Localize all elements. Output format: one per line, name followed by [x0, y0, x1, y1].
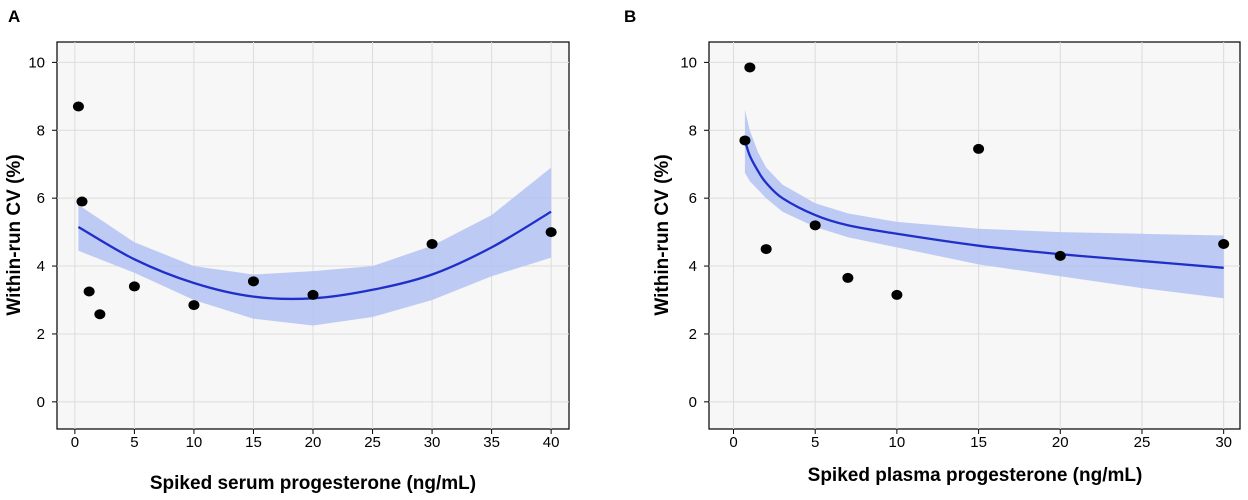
panel-b: B 0 5 10 15 20 25 30 0 2 4 6 8 10 Spiked plasma pro…	[624, 7, 1241, 486]
panel-a-x-tick-label: 30	[424, 434, 441, 451]
panel-b-y-tick-label: 10	[680, 54, 697, 71]
panel-b-points	[739, 62, 1230, 300]
panel-a-x-tick-label: 25	[364, 434, 381, 451]
panel-a-y-axis-title: Within-run CV (%)	[4, 154, 25, 315]
panel-a-y-tick-label: 8	[37, 122, 45, 139]
panel-a-y-ticks: 0 2 4 6 8 10	[28, 54, 57, 411]
panel-a-confidence-band	[78, 167, 552, 326]
panel-b-data-point	[739, 135, 751, 146]
panel-a-x-tick-label: 35	[483, 434, 500, 451]
panel-b-x-tick-label: 30	[1215, 434, 1232, 451]
panel-b-x-tick-label: 15	[970, 434, 987, 451]
panel-b-data-point	[744, 62, 756, 73]
panel-a-y-tick-label: 4	[37, 258, 45, 275]
panel-a-x-tick-label: 20	[305, 434, 322, 451]
panel-a-x-axis-title: Spiked serum progesterone (ng/mL)	[150, 473, 476, 494]
panel-a-data-point	[72, 101, 84, 112]
panel-a-y-tick-label: 2	[37, 326, 45, 343]
panel-b-y-tick-label: 2	[689, 326, 697, 343]
panel-a-data-point	[426, 238, 438, 249]
panel-a-letter: A	[8, 7, 20, 26]
panel-b-x-tick-label: 0	[729, 434, 737, 451]
panel-a-data-point	[307, 289, 319, 300]
panel-a-data-point	[94, 309, 106, 320]
panel-b-data-point	[891, 289, 903, 300]
panel-a-points	[72, 101, 557, 320]
panel-a-y-tick-label: 10	[28, 54, 45, 71]
panel-b-confidence-band	[744, 109, 1224, 299]
panel-b-y-tick-label: 4	[689, 258, 697, 275]
panel-b-x-ticks: 0 5 10 15 20 25 30	[729, 429, 1232, 451]
panel-b-x-tick-label: 5	[811, 434, 819, 451]
panel-a-x-tick-label: 15	[245, 434, 262, 451]
panel-b-data-point	[842, 272, 854, 283]
panel-a-data-point	[247, 276, 259, 287]
panel-b-y-tick-label: 6	[689, 190, 697, 207]
panel-a-data-point	[76, 196, 88, 207]
panel-a-y-tick-label: 6	[37, 190, 45, 207]
panel-b-y-axis-title: Within-run CV (%)	[652, 154, 673, 315]
panel-b-data-point	[760, 244, 772, 255]
panel-a-y-tick-label: 0	[37, 394, 45, 411]
panel-b-data-point	[973, 143, 985, 154]
panel-a-data-point	[83, 286, 95, 297]
panel-b-letter: B	[624, 7, 636, 26]
panel-b-x-tick-label: 25	[1134, 434, 1151, 451]
panel-b-data-point	[1218, 238, 1230, 249]
panel-a-x-tick-label: 5	[130, 434, 138, 451]
panel-a-data-point	[545, 227, 557, 238]
panel-a-data-point	[188, 300, 200, 311]
panel-a-x-tick-label: 10	[186, 434, 203, 451]
panel-b-x-tick-label: 10	[889, 434, 906, 451]
panel-b-data-point	[809, 220, 821, 231]
panel-a-x-tick-label: 0	[71, 434, 79, 451]
panel-b-data-point	[1054, 250, 1066, 261]
panel-a-x-ticks: 0 5 10 15 20 25 30 35 40	[71, 429, 560, 451]
panel-a: A 0 5 10 15 20 25 30 35 40 0 2 4 6 8 10 Spiked serum …	[4, 7, 570, 494]
panel-b-y-ticks: 0 2 4 6 8 10	[680, 54, 709, 411]
panel-b-x-tick-label: 20	[1052, 434, 1069, 451]
panel-b-x-axis-title: Spiked plasma progesterone (ng/mL)	[808, 465, 1143, 486]
panel-b-y-tick-label: 0	[689, 394, 697, 411]
panel-b-y-tick-label: 8	[689, 122, 697, 139]
panel-a-x-tick-label: 40	[543, 434, 560, 451]
panel-b-fit-line	[743, 140, 1224, 269]
panel-a-data-point	[128, 281, 140, 292]
